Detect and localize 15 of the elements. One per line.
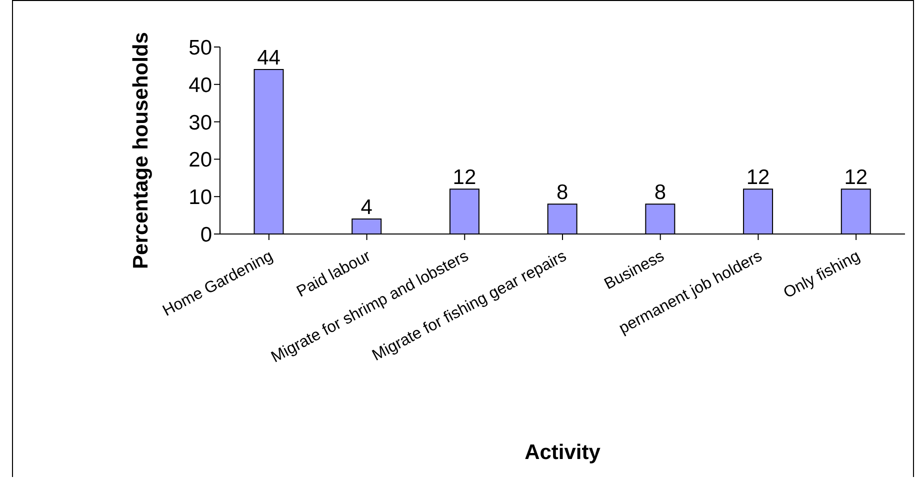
- data-label: 8: [654, 181, 666, 204]
- y-tick-label: 20: [188, 148, 212, 172]
- data-label: 12: [844, 166, 868, 190]
- data-label: 12: [746, 166, 770, 190]
- y-tick-label: 40: [188, 74, 212, 97]
- y-tick-label: 10: [188, 186, 212, 210]
- data-label: 44: [257, 46, 281, 70]
- y-tick-label: 50: [188, 36, 212, 60]
- y-axis-title: Percentage households: [129, 32, 152, 269]
- y-tick-label: 30: [188, 111, 212, 134]
- x-axis-title: Activity: [524, 441, 601, 464]
- data-label: 4: [360, 196, 373, 220]
- data-label: 12: [452, 166, 476, 190]
- data-label: 8: [556, 181, 568, 204]
- y-tick-label: 0: [200, 223, 212, 246]
